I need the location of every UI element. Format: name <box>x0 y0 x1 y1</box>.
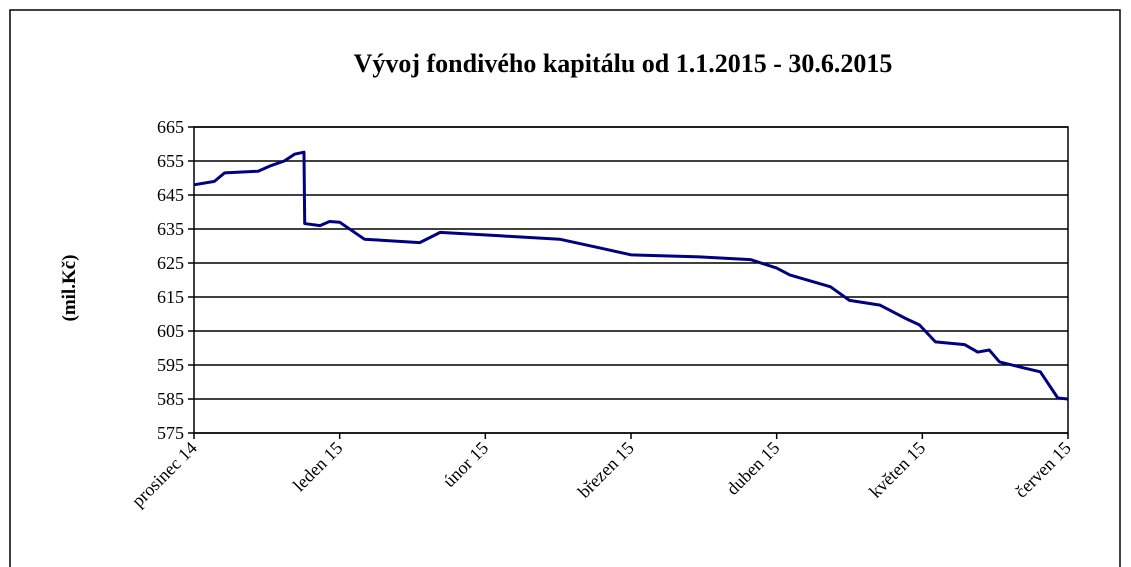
data-line <box>193 150 1069 401</box>
plot-area <box>193 126 1069 434</box>
y-tick-label: 595 <box>157 355 184 375</box>
y-tick-label: 625 <box>157 253 184 273</box>
y-tick-label: 605 <box>157 321 184 341</box>
y-tick-label: 585 <box>157 389 184 409</box>
chart-title: Vývoj fondivého kapitálu od 1.1.2015 - 3… <box>354 49 893 78</box>
y-tick-label: 645 <box>157 185 184 205</box>
y-tick-label: 615 <box>157 287 184 307</box>
y-tick-label: 665 <box>157 117 184 137</box>
y-axis-title: (mil.Kč) <box>59 254 80 321</box>
y-tick-label: 635 <box>157 219 184 239</box>
y-tick-label: 575 <box>157 423 184 443</box>
y-tick-label: 655 <box>157 151 184 171</box>
